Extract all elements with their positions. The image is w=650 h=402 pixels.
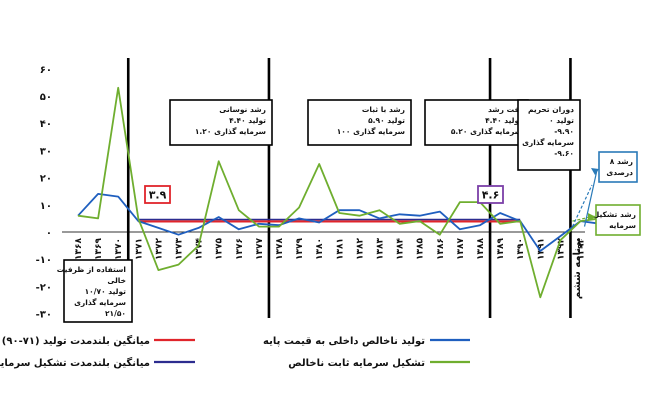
period-box-text: تولید ۰	[549, 116, 574, 125]
target-box-text: رشد ۸	[610, 157, 633, 166]
x-tick-label: ۱۳۹۲	[556, 238, 566, 260]
legend-label: تشکیل سرمایه ثابت ناخالص	[288, 358, 425, 369]
y-tick-label: ۵۰	[40, 92, 52, 103]
period-box	[307, 99, 412, 146]
x-tick-label: ۱۳۶۸	[74, 238, 84, 260]
series-line-gdp	[77, 192, 601, 252]
x-axis-ticks: ۱۳۶۸ ۱۳۶۹ ۱۳۷۰ ۱۳۷۱ ۱۳۷۲ ۱۳۷۳ ۱۳۷۴ ۱۳۷۵ ۱۳۷۶ ۱۳۷۷…	[74, 238, 587, 260]
x-tick-label: ۱۳۷۱	[134, 238, 144, 260]
grid-layer	[62, 58, 585, 318]
x-tick-label: ۱۳۸۶	[436, 238, 446, 260]
projection-dashed-line	[571, 184, 593, 227]
x-tick-label: ۱۳۷۴	[195, 238, 205, 260]
period-box-text: سرمایه گذاری	[522, 138, 574, 147]
legend-label: میانگین بلندمدت تولید (۷۱-۹۰)	[2, 334, 150, 347]
x-tick-label: ۱۳۷۵	[215, 238, 225, 260]
y-axis-ticks: ۶۰ ۵۰ ۴۰ ۳۰ ۲۰ ۱۰ ۰ -۱۰ -۲۰ -۳۰	[36, 65, 52, 321]
x-tick-label: ۱۳۷۶	[235, 238, 245, 260]
x-tick-label: ۱۳۹۰	[516, 238, 526, 260]
y-tick-label: -۳۰	[36, 310, 52, 321]
y-tick-label: ۴۰	[40, 119, 52, 130]
x-tick-label: ۱۳۶۹	[94, 238, 104, 260]
period-box-text: تولید ۵.۹۰	[368, 116, 405, 125]
value-label-box	[144, 185, 171, 204]
period-box	[517, 99, 581, 171]
x-tick-label: ۱۳۸۵	[416, 238, 426, 260]
value-label-text: ۳.۹	[149, 189, 167, 202]
target-arrow-line	[583, 169, 598, 227]
period-box-text: دوران تحریم	[528, 105, 574, 114]
legend: تولید ناخالص داخلی به قیمت پایه تشکیل سرم…	[0, 334, 470, 369]
x-tick-label: ۱۳۷۳	[175, 238, 185, 260]
target-arrowhead	[591, 168, 599, 175]
period-box	[169, 99, 273, 146]
x-tick-label: ۱۳۸۱	[335, 238, 345, 260]
legend-label: تولید ناخالص داخلی به قیمت پایه	[263, 336, 425, 347]
x-tick-label: ۱۳۹۱	[536, 238, 546, 260]
period-box	[424, 99, 529, 146]
value-label-box	[477, 185, 504, 204]
period-box-text: سرمایه گذاری ۱.۲۰	[195, 127, 266, 136]
target-box-text: درصدی	[606, 168, 633, 177]
period-box	[63, 259, 133, 323]
target-box	[595, 204, 641, 236]
x-tick-label: ۱۳۸۹	[496, 238, 506, 260]
x-tick-label: ۱۳۹۳	[577, 238, 587, 260]
program-label: برنامه ششم	[572, 238, 583, 299]
projection-dashed-line	[572, 216, 591, 222]
period-box-text: ۲۱/۵۰	[105, 309, 126, 318]
legend-label: میانگین بلندمدت تشکیل سرمایه(۷۱-۹۰)	[0, 356, 150, 369]
x-tick-label: ۱۳۸۰	[315, 238, 325, 260]
value-label-text: ۴.۶	[482, 189, 500, 202]
annotation-layer: ۳.۹ ۴.۶ رشد نوسانی تولید ۴.۴۰ سرمایه گذاری ۱…	[57, 99, 641, 323]
y-tick-label: ۱۰	[40, 201, 52, 212]
x-tick-label: ۱۳۸۸	[476, 238, 486, 260]
y-tick-label: ۶۰	[40, 65, 52, 76]
period-box-text: رشد با ثبات	[362, 105, 405, 114]
period-box-text: سرمایه گذاری	[74, 298, 126, 307]
x-tick-label: ۱۳۷۸	[275, 238, 285, 260]
x-tick-label: ۱۳۸۴	[396, 238, 406, 260]
period-box-text: استفاده از ظرفیت	[57, 265, 126, 274]
x-tick-label: ۱۳۷۹	[295, 238, 305, 260]
period-box-text: خالی	[107, 276, 126, 285]
target-box-text: سرمایه	[609, 221, 636, 230]
period-box-text: -۹.۹۰	[554, 127, 574, 136]
x-tick-label: ۱۳۸۷	[456, 238, 466, 260]
x-tick-label: ۱۳۸۳	[376, 238, 386, 260]
target-box-text: رشد تشکیل	[593, 210, 636, 219]
y-tick-label: -۲۰	[36, 282, 52, 293]
x-tick-label: ۱۳۷۰	[114, 238, 124, 260]
y-tick-label: ۰	[46, 228, 52, 239]
series-line-investment	[77, 86, 601, 299]
target-box	[598, 151, 638, 183]
x-tick-label: ۱۳۷۲	[154, 238, 164, 260]
period-box-text: تولید ۴.۴۰	[229, 116, 266, 125]
period-box-text: افت رشد	[488, 105, 522, 114]
period-box-text: سرمایه گذاری ۱۰۰	[337, 127, 405, 136]
y-tick-label: ۳۰	[40, 146, 52, 157]
x-tick-label: ۱۳۷۷	[255, 238, 265, 260]
period-box-text: تولید ۴.۴۰	[485, 116, 522, 125]
y-tick-label: -۱۰	[36, 255, 52, 266]
period-box-text: -۹.۶۰	[554, 149, 574, 158]
period-box-text: تولید ۱۰/۷۰	[85, 287, 127, 296]
period-box-text: سرمایه گذاری ۵.۲۰	[451, 127, 522, 136]
series-layer	[77, 86, 601, 299]
target-arrowhead	[588, 213, 596, 221]
x-tick-label: ۱۳۸۲	[355, 238, 365, 260]
y-tick-label: ۲۰	[40, 174, 52, 185]
period-box-text: رشد نوسانی	[219, 105, 266, 114]
